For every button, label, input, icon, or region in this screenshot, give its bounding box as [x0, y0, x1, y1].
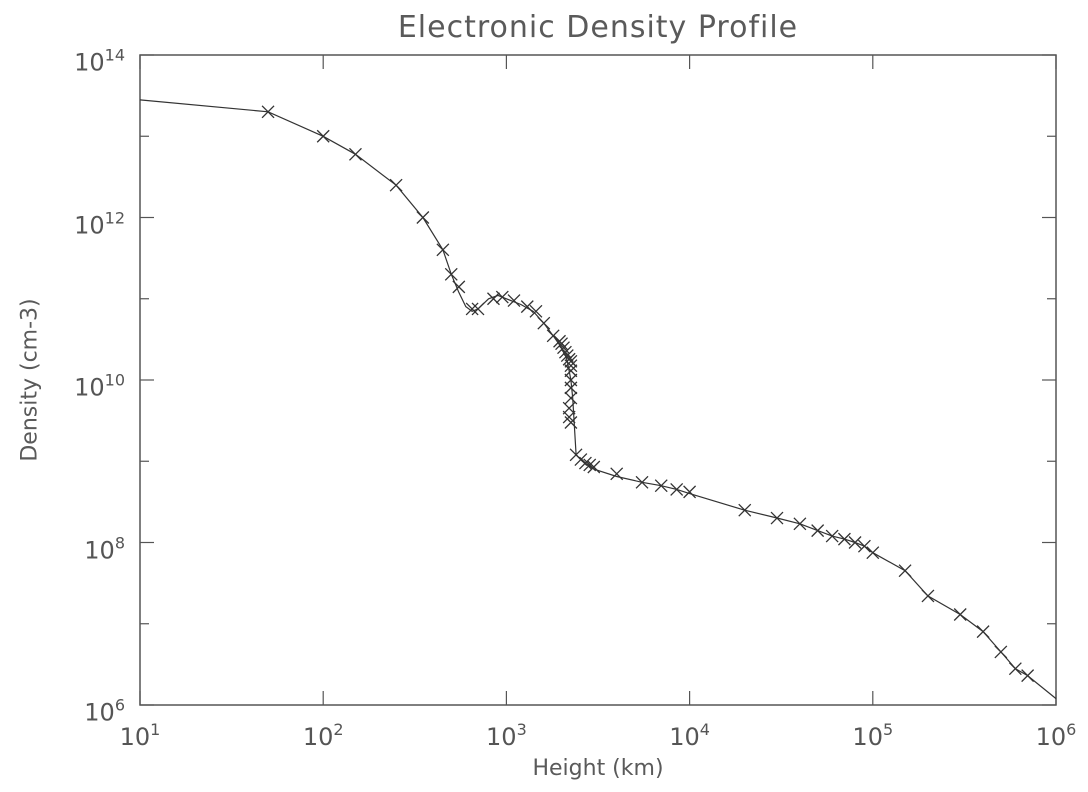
- x-tick-exponent: 1: [150, 720, 161, 739]
- x-axis-label: Height (km): [532, 756, 664, 781]
- chart-title: Electronic Density Profile: [397, 10, 799, 45]
- data-point-marker: [738, 503, 752, 517]
- y-tick-exponent: 6: [114, 695, 125, 715]
- y-tick-exponent: 8: [114, 533, 125, 552]
- tick-marks: [139, 54, 1057, 706]
- data-point-marker: [857, 539, 871, 553]
- data-point-marker: [921, 589, 935, 603]
- data-point-marker: [507, 294, 521, 308]
- data-point-marker: [898, 564, 912, 578]
- data-point-marker: [811, 524, 825, 538]
- data-point-marker: [537, 316, 551, 330]
- y-tick-base: 10: [84, 698, 115, 727]
- data-point-marker: [261, 105, 275, 119]
- data-point-marker: [444, 267, 458, 281]
- x-tick-base: 10: [486, 723, 517, 751]
- x-tick-exponent: 6: [1066, 720, 1077, 739]
- x-tick-base: 10: [669, 723, 700, 751]
- data-point-marker: [564, 359, 578, 373]
- x-tick-base: 10: [852, 723, 883, 751]
- data-point-marker: [587, 460, 601, 474]
- plot-frame: [139, 54, 1057, 706]
- x-tick-label: 105: [852, 720, 894, 751]
- y-tick-exponent: 12: [104, 208, 125, 227]
- x-tick-exponent: 3: [516, 720, 527, 739]
- x-tick-exponent: 2: [333, 720, 344, 739]
- data-point-marker: [520, 300, 534, 314]
- data-point-marker: [953, 608, 967, 621]
- x-tick-exponent: 4: [699, 720, 710, 739]
- data-point-marker: [866, 546, 880, 560]
- x-tick-label: 102: [302, 720, 344, 751]
- data-point-marker: [825, 529, 839, 543]
- x-tick-base: 10: [302, 723, 334, 751]
- x-tick-exponent: 5: [882, 720, 894, 739]
- y-tick-base: 10: [74, 48, 105, 77]
- data-point-marker: [994, 645, 1008, 659]
- x-tick-label: 101: [119, 720, 161, 751]
- data-point-marker: [564, 381, 578, 395]
- data-point-marker: [555, 337, 569, 351]
- data-point-marker: [793, 517, 807, 531]
- data-point-marker: [564, 354, 578, 368]
- data-point-marker: [436, 243, 450, 257]
- x-tick-base: 10: [1035, 723, 1067, 751]
- data-point-marker: [837, 532, 851, 546]
- data-point-marker: [452, 280, 466, 294]
- y-tick-exponent: 14: [104, 45, 125, 65]
- data-point-marker: [558, 345, 572, 359]
- y-tick-base: 10: [74, 211, 105, 239]
- x-tick-label: 106: [1035, 720, 1077, 751]
- data-point-marker: [416, 211, 430, 224]
- data-point-marker: [583, 458, 597, 472]
- data-point-marker: [670, 482, 684, 496]
- data-point-marker: [770, 511, 784, 525]
- density-markers: [261, 105, 1035, 683]
- y-tick-label: 1012: [74, 208, 125, 239]
- data-point-marker: [349, 147, 362, 161]
- y-tick-base: 10: [74, 373, 105, 402]
- data-point-marker: [578, 456, 592, 470]
- data-point-marker: [560, 349, 574, 363]
- data-point-marker: [683, 485, 697, 499]
- x-tick-label: 103: [486, 720, 527, 751]
- data-point-marker: [495, 290, 509, 304]
- data-point-marker: [654, 479, 668, 493]
- x-tick-base: 10: [119, 723, 151, 751]
- data-point-marker: [564, 416, 578, 429]
- data-point-marker: [471, 302, 485, 316]
- data-point-marker: [976, 625, 990, 639]
- data-point-marker: [1021, 669, 1035, 683]
- data-point-marker: [465, 302, 479, 316]
- x-tick-label: 104: [669, 720, 710, 751]
- data-point-marker: [529, 304, 543, 318]
- y-tick-exponent: 10: [104, 370, 125, 390]
- data-point-marker: [316, 129, 330, 143]
- data-point-marker: [635, 475, 649, 489]
- y-tick-label: 106: [84, 695, 125, 727]
- y-tick-label: 1014: [74, 45, 125, 77]
- y-tick-label: 108: [84, 533, 125, 564]
- data-point-marker: [564, 364, 578, 378]
- data-point-marker: [610, 467, 624, 481]
- y-tick-label: 1010: [74, 370, 125, 402]
- data-point-marker: [557, 341, 570, 355]
- y-tick-base: 10: [84, 536, 115, 564]
- y-axis-label: Density (cm-3): [17, 298, 43, 462]
- density-series-line: [139, 99, 1057, 700]
- data-point-marker: [848, 536, 862, 549]
- data-point-marker: [389, 178, 403, 192]
- data-point-marker: [1008, 662, 1022, 676]
